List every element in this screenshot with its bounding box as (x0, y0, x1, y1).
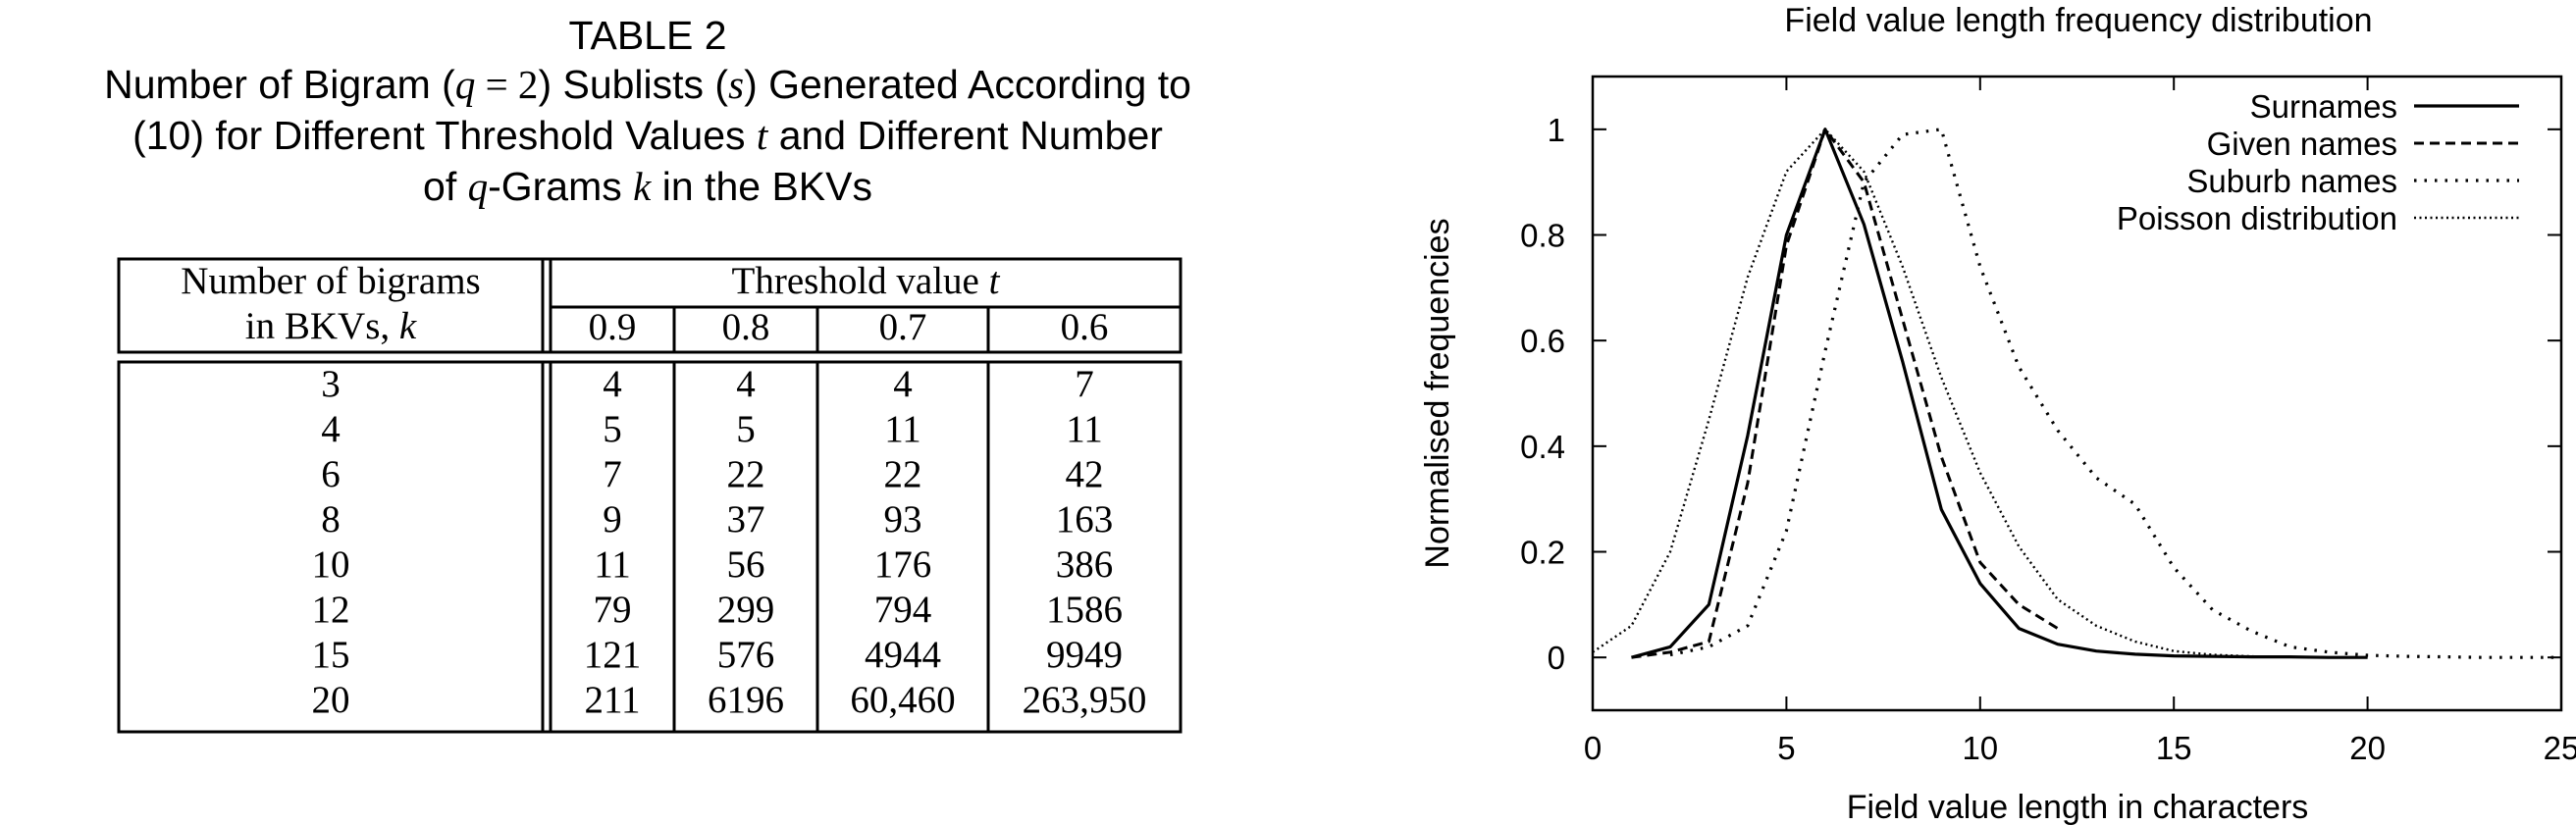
column-group-header: Threshold value t (731, 260, 1000, 302)
table-cell: 11 (1066, 408, 1103, 450)
table-cell: 211 (584, 679, 641, 721)
table-label: TABLE 2 (568, 13, 727, 58)
x-tick-label: 25 (2544, 730, 2576, 766)
x-tick-label: 5 (1777, 730, 1795, 766)
series-line-surnames (1631, 128, 2368, 659)
table-cell: 794 (873, 589, 932, 631)
table-cell: 56 (726, 543, 765, 586)
table-cell: 11 (594, 543, 631, 586)
table-cell: 121 (583, 634, 642, 676)
y-tick-label: 0.4 (1520, 429, 1565, 465)
table-cell: 1586 (1046, 589, 1123, 631)
x-axis-label: Field value length in characters (1847, 789, 2309, 825)
chart-title: Field value length frequency distributio… (1784, 2, 2372, 39)
table-cell: 9949 (1046, 634, 1123, 676)
table-cell: 4944 (865, 634, 941, 676)
table-caption-line-2: (10) for Different Threshold Values t an… (132, 113, 1163, 158)
table-cell: 4 (893, 363, 913, 405)
table-cell: 60,460 (850, 679, 956, 721)
table-caption-line-3: of q-Grams k in the BKVs (423, 164, 872, 209)
table-body-border (117, 360, 1183, 734)
table-cell: 37 (726, 498, 765, 541)
column-header: 0.9 (588, 306, 637, 348)
x-tick-label: 10 (1962, 730, 1998, 766)
row-k: 15 (311, 634, 350, 676)
x-tick-label: 15 (2156, 730, 2192, 766)
table-cell: 93 (883, 498, 922, 541)
row-k: 12 (311, 589, 350, 631)
y-tick-label: 0.6 (1520, 323, 1565, 359)
column-header: 0.7 (878, 306, 927, 348)
table-cell: 386 (1055, 543, 1114, 586)
row-k: 6 (321, 453, 341, 495)
row-header-line-1: Number of bigrams (181, 260, 481, 302)
legend-label: Suburb names (2186, 163, 2397, 199)
row-k: 10 (311, 543, 350, 586)
x-tick-label: 20 (2349, 730, 2386, 766)
table-cell: 22 (726, 453, 765, 495)
table-caption-line-1: Number of Bigram (q = 2) Sublists (s) Ge… (104, 62, 1191, 107)
table-cell: 176 (873, 543, 932, 586)
row-k: 3 (321, 363, 341, 405)
table-cell: 576 (716, 634, 775, 676)
table-cell: 163 (1055, 498, 1114, 541)
series-line-given-names (1631, 128, 2059, 659)
table-cell: 6196 (708, 679, 784, 721)
y-axis-label: Normalised frequencies (1419, 218, 1456, 568)
row-k: 20 (311, 679, 350, 721)
x-tick-label: 0 (1584, 730, 1602, 766)
table-rules (117, 257, 1183, 734)
legend-label: Poisson distribution (2117, 200, 2397, 236)
row-k: 8 (321, 498, 341, 541)
column-header: 0.8 (721, 306, 770, 348)
column-header: 0.6 (1060, 306, 1109, 348)
table-cell: 5 (736, 408, 756, 450)
y-tick-label: 1 (1548, 112, 1565, 148)
table-cell: 299 (716, 589, 775, 631)
table-cell: 7 (1075, 363, 1094, 405)
y-tick-label: 0.2 (1520, 535, 1565, 571)
table-cell: 4 (603, 363, 622, 405)
table-cell: 263,950 (1022, 679, 1147, 721)
table-cell: 11 (884, 408, 921, 450)
table-cell: 5 (603, 408, 622, 450)
table-cell: 42 (1065, 453, 1104, 495)
table-cell: 4 (736, 363, 756, 405)
legend-label: Surnames (2250, 88, 2397, 125)
table-cell: 79 (593, 589, 632, 631)
plot-frame (1591, 75, 2563, 712)
y-tick-label: 0 (1548, 640, 1565, 676)
series-line-suburb-names (1669, 128, 2561, 659)
table-cell: 22 (883, 453, 922, 495)
y-tick-label: 0.8 (1520, 218, 1565, 254)
table-cell: 7 (603, 453, 622, 495)
row-header-line-2: in BKVs, k (244, 305, 417, 347)
row-k: 4 (321, 408, 341, 450)
table-cell: 9 (603, 498, 622, 541)
table-section: TABLE 2 Number of Bigram (q = 2) Sublist… (104, 13, 1191, 734)
legend-label: Given names (2207, 126, 2397, 162)
